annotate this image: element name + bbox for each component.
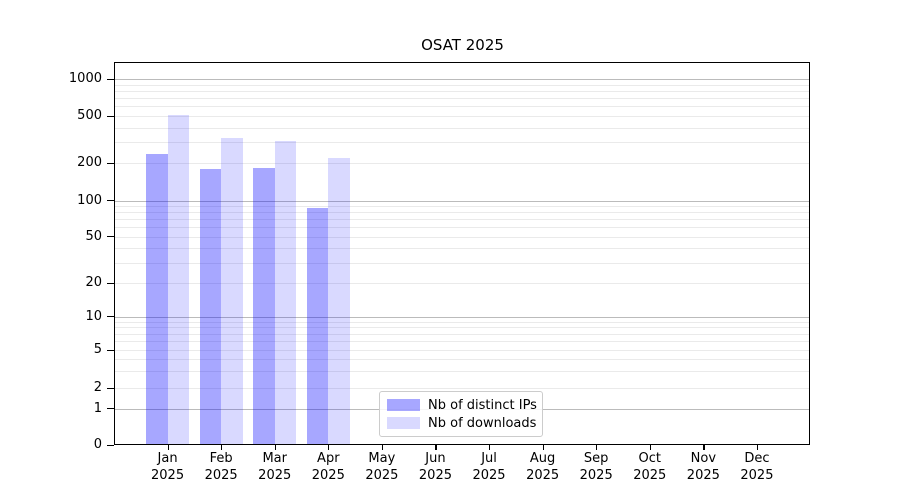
x-tick bbox=[274, 445, 276, 450]
bar-jan-distinct-ips bbox=[146, 153, 168, 445]
legend-swatch-distinct-ips bbox=[387, 399, 420, 411]
y-tick bbox=[107, 444, 114, 446]
y-tick-label: 500 bbox=[77, 108, 102, 123]
y-tick bbox=[107, 236, 114, 238]
bar-feb-downloads bbox=[221, 138, 243, 445]
y-tick-label: 100 bbox=[77, 192, 102, 208]
y-tick-label: 20 bbox=[85, 275, 102, 291]
x-tick bbox=[167, 445, 169, 450]
x-tick bbox=[703, 445, 705, 450]
x-tick-label: Jan 2025 bbox=[151, 451, 185, 483]
minor-gridline bbox=[115, 106, 810, 108]
minor-gridline bbox=[115, 163, 810, 165]
x-tick bbox=[542, 445, 544, 450]
x-tick bbox=[649, 445, 651, 450]
minor-gridline bbox=[115, 84, 810, 86]
legend-item-downloads: Nb of downloads bbox=[387, 416, 542, 431]
minor-gridline bbox=[115, 388, 810, 389]
x-tick bbox=[381, 445, 384, 450]
bar-mar-distinct-ips bbox=[253, 168, 275, 445]
minor-gridline bbox=[115, 212, 810, 214]
x-tick-label: Dec 2025 bbox=[740, 451, 774, 483]
minor-gridline bbox=[115, 359, 810, 361]
minor-gridline bbox=[115, 283, 810, 285]
plot-frame bbox=[114, 62, 810, 445]
legend: Nb of distinct IPs Nb of downloads bbox=[379, 391, 543, 437]
x-tick-label: Jul 2025 bbox=[472, 451, 506, 483]
bar-feb-distinct-ips bbox=[199, 168, 222, 445]
x-tick-label: Oct 2025 bbox=[633, 451, 667, 483]
x-tick bbox=[756, 445, 759, 450]
y-tick-label: 200 bbox=[77, 155, 102, 171]
bar-mar-downloads bbox=[274, 140, 297, 445]
x-tick-label: Jun 2025 bbox=[418, 451, 452, 483]
y-tick-label: 1000 bbox=[68, 71, 102, 86]
minor-gridline bbox=[115, 127, 810, 129]
x-tick bbox=[328, 445, 330, 450]
minor-gridline bbox=[115, 98, 810, 100]
minor-gridline bbox=[115, 116, 810, 117]
bar-apr-downloads bbox=[328, 157, 350, 445]
y-tick-label: 10 bbox=[85, 308, 102, 324]
y-tick bbox=[107, 387, 114, 389]
x-tick-label: Nov 2025 bbox=[686, 451, 720, 483]
y-tick-label: 50 bbox=[85, 228, 102, 244]
x-tick bbox=[221, 445, 223, 450]
minor-gridline bbox=[115, 262, 810, 264]
bar-apr-distinct-ips bbox=[306, 207, 329, 445]
legend-label-distinct-ips: Nb of distinct IPs bbox=[428, 397, 537, 413]
y-tick bbox=[107, 162, 114, 164]
minor-gridline bbox=[115, 236, 810, 238]
y-tick-label: 2 bbox=[93, 380, 102, 395]
x-tick-label: May 2025 bbox=[365, 451, 399, 483]
y-tick-label: 5 bbox=[93, 342, 102, 357]
legend-item-distinct-ips: Nb of distinct IPs bbox=[387, 398, 542, 413]
minor-gridline bbox=[115, 333, 810, 335]
y-tick bbox=[107, 408, 114, 410]
y-tick-label: 0 bbox=[93, 437, 102, 452]
minor-gridline bbox=[115, 341, 810, 343]
minor-gridline bbox=[115, 227, 810, 229]
x-tick-label: Aug 2025 bbox=[526, 451, 560, 483]
major-gridline bbox=[115, 79, 810, 80]
minor-gridline bbox=[115, 142, 810, 144]
y-tick bbox=[107, 115, 114, 117]
minor-gridline bbox=[115, 206, 810, 208]
major-gridline bbox=[115, 316, 810, 318]
y-tick bbox=[107, 282, 114, 284]
legend-label-downloads: Nb of downloads bbox=[428, 415, 537, 431]
x-tick-label: Sep 2025 bbox=[579, 451, 613, 483]
y-tick bbox=[107, 316, 114, 318]
legend-swatch-downloads bbox=[387, 417, 420, 429]
bar-jan-downloads bbox=[167, 115, 190, 445]
minor-gridline bbox=[115, 248, 810, 250]
x-tick bbox=[435, 445, 437, 450]
x-tick-label: Mar 2025 bbox=[258, 451, 292, 483]
x-tick-label: Feb 2025 bbox=[204, 451, 238, 483]
x-tick bbox=[489, 445, 491, 450]
minor-gridline bbox=[115, 321, 810, 323]
chart-title: OSAT 2025 bbox=[421, 36, 504, 54]
y-tick bbox=[107, 349, 114, 351]
minor-gridline bbox=[115, 219, 810, 221]
minor-gridline bbox=[115, 327, 810, 329]
y-tick-label: 1 bbox=[93, 400, 102, 416]
x-tick-label: Apr 2025 bbox=[311, 451, 345, 483]
x-tick bbox=[596, 445, 598, 450]
minor-gridline bbox=[115, 350, 810, 351]
y-tick bbox=[107, 78, 114, 80]
y-tick bbox=[107, 200, 114, 202]
minor-gridline bbox=[115, 90, 810, 92]
major-gridline bbox=[115, 200, 810, 202]
minor-gridline bbox=[115, 371, 810, 373]
